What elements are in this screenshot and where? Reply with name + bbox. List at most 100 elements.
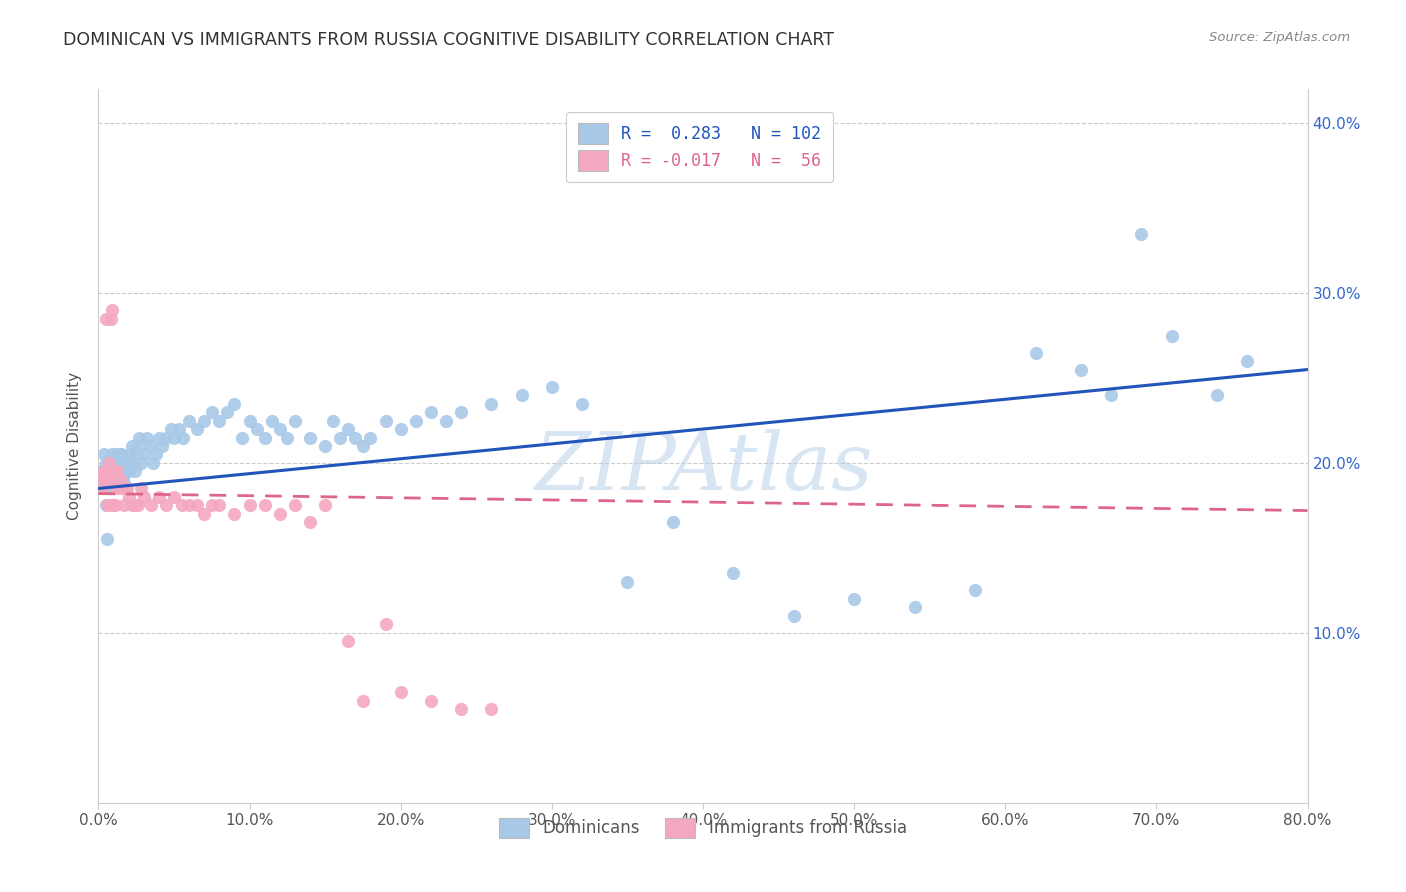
Point — [101, 448, 124, 462]
Point — [132, 490, 155, 504]
Point — [201, 499, 224, 513]
Point — [94, 456, 117, 470]
Point — [284, 499, 307, 513]
Point — [1160, 328, 1182, 343]
Text: ZIPAtlas: ZIPAtlas — [534, 429, 872, 506]
Point — [239, 413, 262, 427]
Point — [100, 311, 122, 326]
Point — [107, 465, 129, 479]
Text: Source: ZipAtlas.com: Source: ZipAtlas.com — [1209, 31, 1350, 45]
Point — [352, 439, 374, 453]
Point — [141, 499, 163, 513]
Point — [96, 469, 118, 483]
Point — [105, 465, 128, 479]
Point — [420, 694, 443, 708]
Point — [374, 617, 396, 632]
Point — [253, 499, 276, 513]
Point — [148, 490, 170, 504]
Point — [224, 396, 246, 410]
Point — [111, 469, 134, 483]
Point — [1130, 227, 1153, 241]
Point — [179, 413, 201, 427]
Point — [103, 482, 125, 496]
Point — [105, 469, 128, 483]
Point — [108, 473, 131, 487]
Point — [1236, 354, 1258, 368]
Point — [215, 405, 238, 419]
Point — [844, 591, 866, 606]
Point — [135, 430, 157, 444]
Point — [783, 608, 806, 623]
Point — [269, 507, 291, 521]
Point — [96, 533, 118, 547]
Point — [299, 430, 322, 444]
Point — [142, 456, 165, 470]
Point — [94, 499, 117, 513]
Point — [322, 413, 344, 427]
Point — [118, 465, 141, 479]
Point — [616, 574, 638, 589]
Point — [150, 439, 173, 453]
Point — [94, 476, 117, 491]
Point — [114, 459, 136, 474]
Point — [186, 499, 208, 513]
Point — [540, 379, 562, 393]
Point — [118, 490, 141, 504]
Point — [105, 448, 128, 462]
Point — [405, 413, 427, 427]
Point — [122, 456, 145, 470]
Point — [231, 430, 253, 444]
Point — [170, 499, 193, 513]
Point — [96, 459, 118, 474]
Point — [114, 482, 136, 496]
Point — [450, 405, 472, 419]
Point — [481, 702, 503, 716]
Point — [336, 634, 359, 648]
Point — [904, 600, 927, 615]
Point — [352, 694, 374, 708]
Point — [96, 465, 118, 479]
Point — [314, 439, 336, 453]
Point — [155, 430, 177, 444]
Point — [139, 439, 162, 453]
Point — [111, 456, 134, 470]
Point — [262, 413, 284, 427]
Point — [103, 465, 125, 479]
Point — [155, 499, 177, 513]
Point — [129, 482, 152, 496]
Point — [98, 482, 121, 496]
Point — [110, 473, 132, 487]
Point — [179, 499, 201, 513]
Point — [90, 469, 112, 483]
Point — [108, 482, 131, 496]
Point — [103, 499, 125, 513]
Point — [336, 422, 359, 436]
Point — [253, 430, 276, 444]
Point — [121, 439, 143, 453]
Point — [108, 448, 131, 462]
Point — [101, 465, 124, 479]
Point — [186, 422, 208, 436]
Point — [450, 702, 472, 716]
Point — [299, 516, 322, 530]
Point — [91, 482, 114, 496]
Point — [112, 465, 135, 479]
Point — [94, 473, 117, 487]
Point — [128, 430, 150, 444]
Point — [124, 499, 146, 513]
Point — [420, 405, 443, 419]
Point — [167, 422, 190, 436]
Point — [104, 476, 127, 491]
Legend: Dominicans, Immigrants from Russia: Dominicans, Immigrants from Russia — [489, 807, 917, 848]
Point — [103, 465, 125, 479]
Point — [93, 482, 115, 496]
Point — [107, 482, 129, 496]
Point — [374, 413, 396, 427]
Point — [163, 430, 186, 444]
Point — [101, 303, 124, 318]
Point — [94, 311, 117, 326]
Point — [90, 465, 112, 479]
Point — [125, 448, 148, 462]
Point — [104, 456, 127, 470]
Point — [101, 499, 124, 513]
